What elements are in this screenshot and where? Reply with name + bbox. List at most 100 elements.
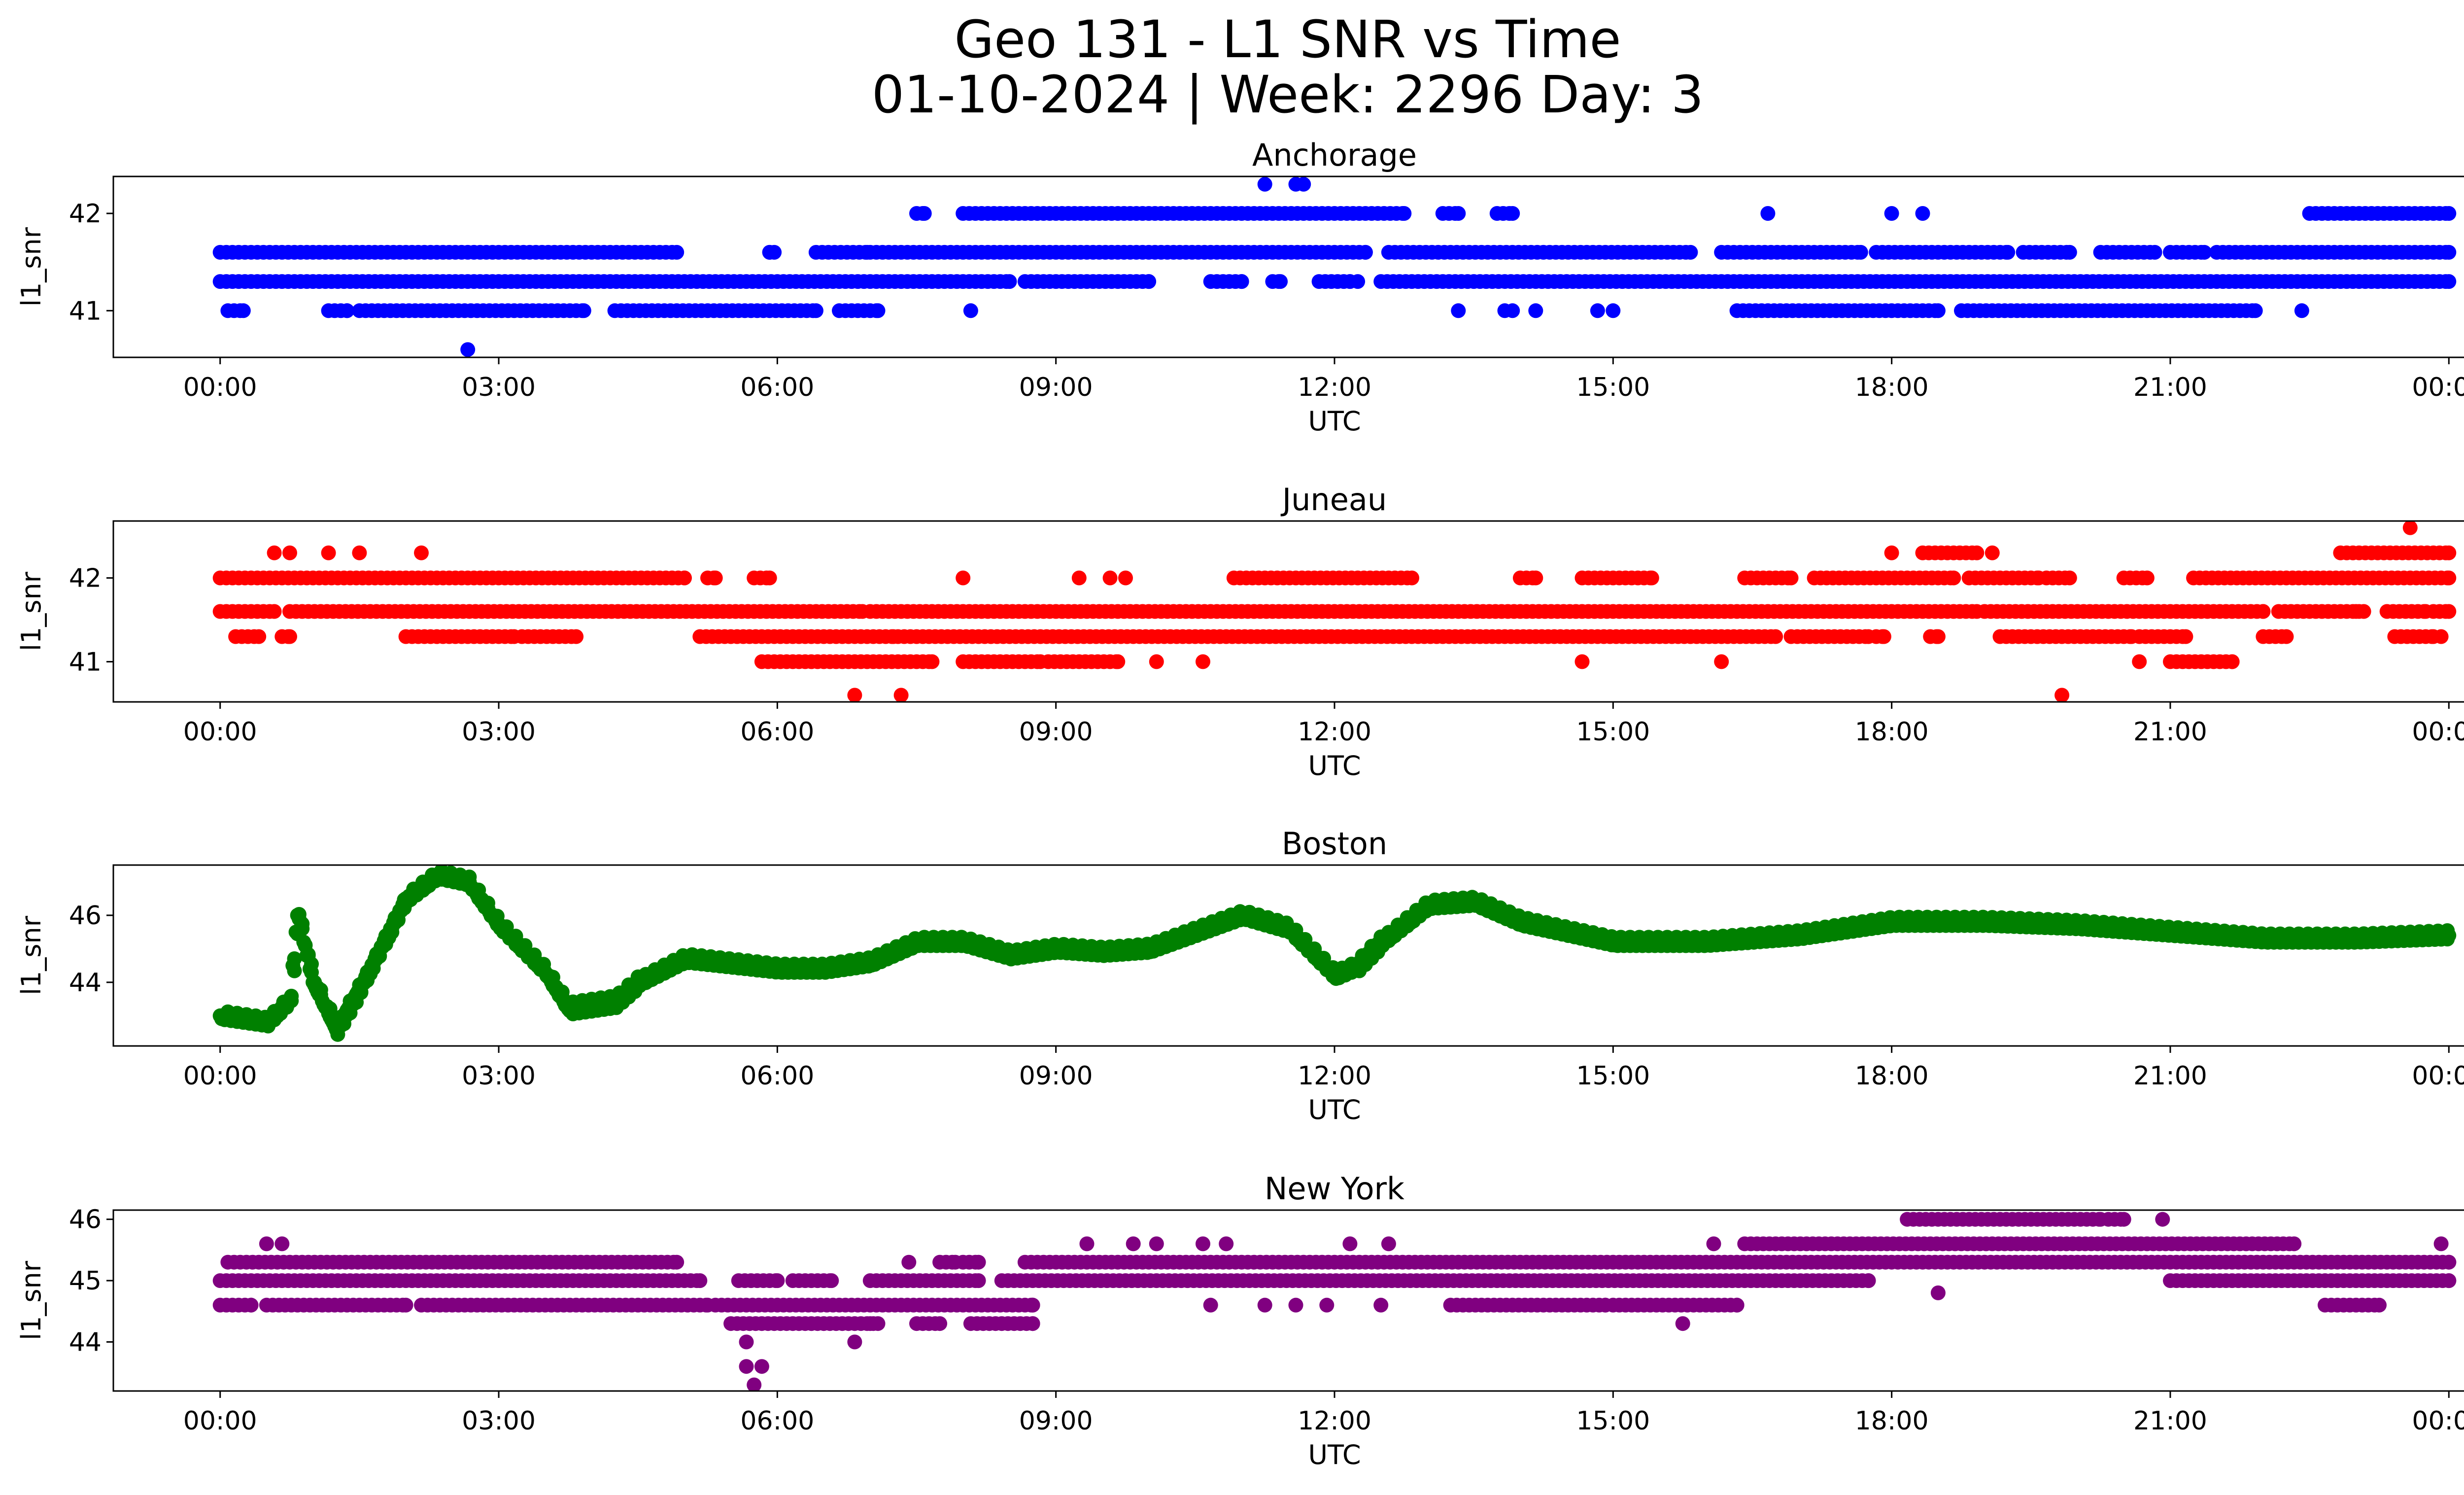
data-point [282, 629, 297, 644]
subplot-title: Boston [1282, 826, 1387, 862]
x-tick-label: 18:00 [1855, 373, 1929, 402]
x-tick-label: 00:00 [2412, 1061, 2464, 1091]
x-tick-label: 03:00 [462, 1061, 536, 1091]
data-point [762, 244, 777, 260]
data-point [2441, 928, 2457, 943]
x-tick-label: 18:00 [1855, 1061, 1929, 1091]
data-point [770, 1273, 785, 1288]
data-points [212, 1212, 2457, 1391]
subplot-title: Anchorage [1252, 137, 1417, 173]
data-point [2441, 545, 2457, 560]
x-tick-label: 03:00 [462, 717, 536, 747]
subplot-title: Juneau [1280, 482, 1387, 518]
x-tick-label: 15:00 [1576, 1061, 1650, 1091]
x-tick-label: 00:00 [183, 717, 257, 747]
data-point [1985, 545, 2000, 560]
data-point [1876, 629, 1891, 644]
data-point [2294, 303, 2309, 318]
x-axis-label: UTC [1308, 750, 1361, 781]
data-point [971, 1273, 986, 1288]
data-point [1590, 303, 1605, 318]
data-point [956, 570, 971, 586]
x-tick-label: 15:00 [1576, 373, 1650, 402]
data-point [2441, 244, 2457, 260]
data-point [2441, 1254, 2457, 1270]
data-point [2197, 244, 2212, 260]
data-point [1141, 274, 1157, 289]
data-point [808, 303, 823, 318]
y-tick-label: 41 [69, 647, 102, 677]
x-tick-label: 06:00 [740, 373, 814, 402]
data-point [1234, 274, 1249, 289]
data-points [212, 865, 2457, 1042]
data-point [576, 303, 591, 318]
data-point [2178, 629, 2193, 644]
data-point [1451, 303, 1466, 318]
data-point [1002, 274, 1017, 289]
data-point [2441, 604, 2457, 619]
x-tick-label: 09:00 [1019, 373, 1093, 402]
x-tick-label: 09:00 [1019, 717, 1093, 747]
data-point [251, 629, 267, 644]
data-point [2433, 629, 2449, 644]
data-point [2248, 303, 2263, 318]
x-tick-label: 15:00 [1576, 717, 1650, 747]
data-point [1946, 570, 1961, 586]
data-point [971, 1254, 986, 1270]
figure-title: Geo 131 - L1 SNR vs Time [954, 9, 1621, 70]
x-axis-label: UTC [1308, 1094, 1361, 1125]
data-point [1149, 654, 1164, 669]
data-points [212, 521, 2457, 702]
x-tick-label: 06:00 [740, 717, 814, 747]
data-point [1915, 206, 1930, 221]
y-axis-label: l1_snr [16, 227, 47, 307]
data-point [824, 1273, 839, 1288]
data-point [963, 303, 978, 318]
data-point [708, 570, 723, 586]
data-point [569, 629, 584, 644]
data-point [267, 545, 282, 560]
data-point [284, 993, 299, 1008]
data-point [2062, 570, 2077, 586]
data-point [762, 570, 777, 586]
data-point [1110, 654, 1126, 669]
data-point [352, 545, 367, 560]
data-point [870, 303, 886, 318]
data-point [1853, 244, 1868, 260]
data-point [886, 629, 901, 644]
data-point [1760, 206, 1776, 221]
data-point [1884, 206, 1899, 221]
data-point [669, 244, 684, 260]
data-point [2147, 244, 2162, 260]
data-point [2279, 629, 2294, 644]
data-point [282, 545, 297, 560]
x-tick-label: 21:00 [2133, 717, 2207, 747]
data-point [1969, 545, 1985, 560]
data-point [2132, 654, 2147, 669]
data-point [2256, 604, 2271, 619]
y-axis-label: l1_snr [16, 915, 47, 995]
y-tick-label: 46 [69, 901, 102, 931]
data-point [1644, 570, 1659, 586]
data-point [1861, 1273, 1876, 1288]
x-tick-label: 12:00 [1298, 1061, 1371, 1091]
x-tick-label: 21:00 [2133, 1061, 2207, 1091]
x-tick-label: 06:00 [740, 1061, 814, 1091]
data-point [340, 303, 355, 318]
data-point [1451, 206, 1466, 221]
data-point [1783, 570, 1799, 586]
x-tick-label: 03:00 [462, 373, 536, 402]
x-tick-label: 00:00 [2412, 717, 2464, 747]
data-point [1257, 176, 1272, 192]
data-point [1196, 654, 1210, 669]
data-point [1528, 570, 1543, 586]
data-point [2224, 654, 2240, 669]
figure-subtitle: 01-10-2024 | Week: 2296 Day: 3 [871, 65, 1704, 125]
data-point [1273, 274, 1288, 289]
